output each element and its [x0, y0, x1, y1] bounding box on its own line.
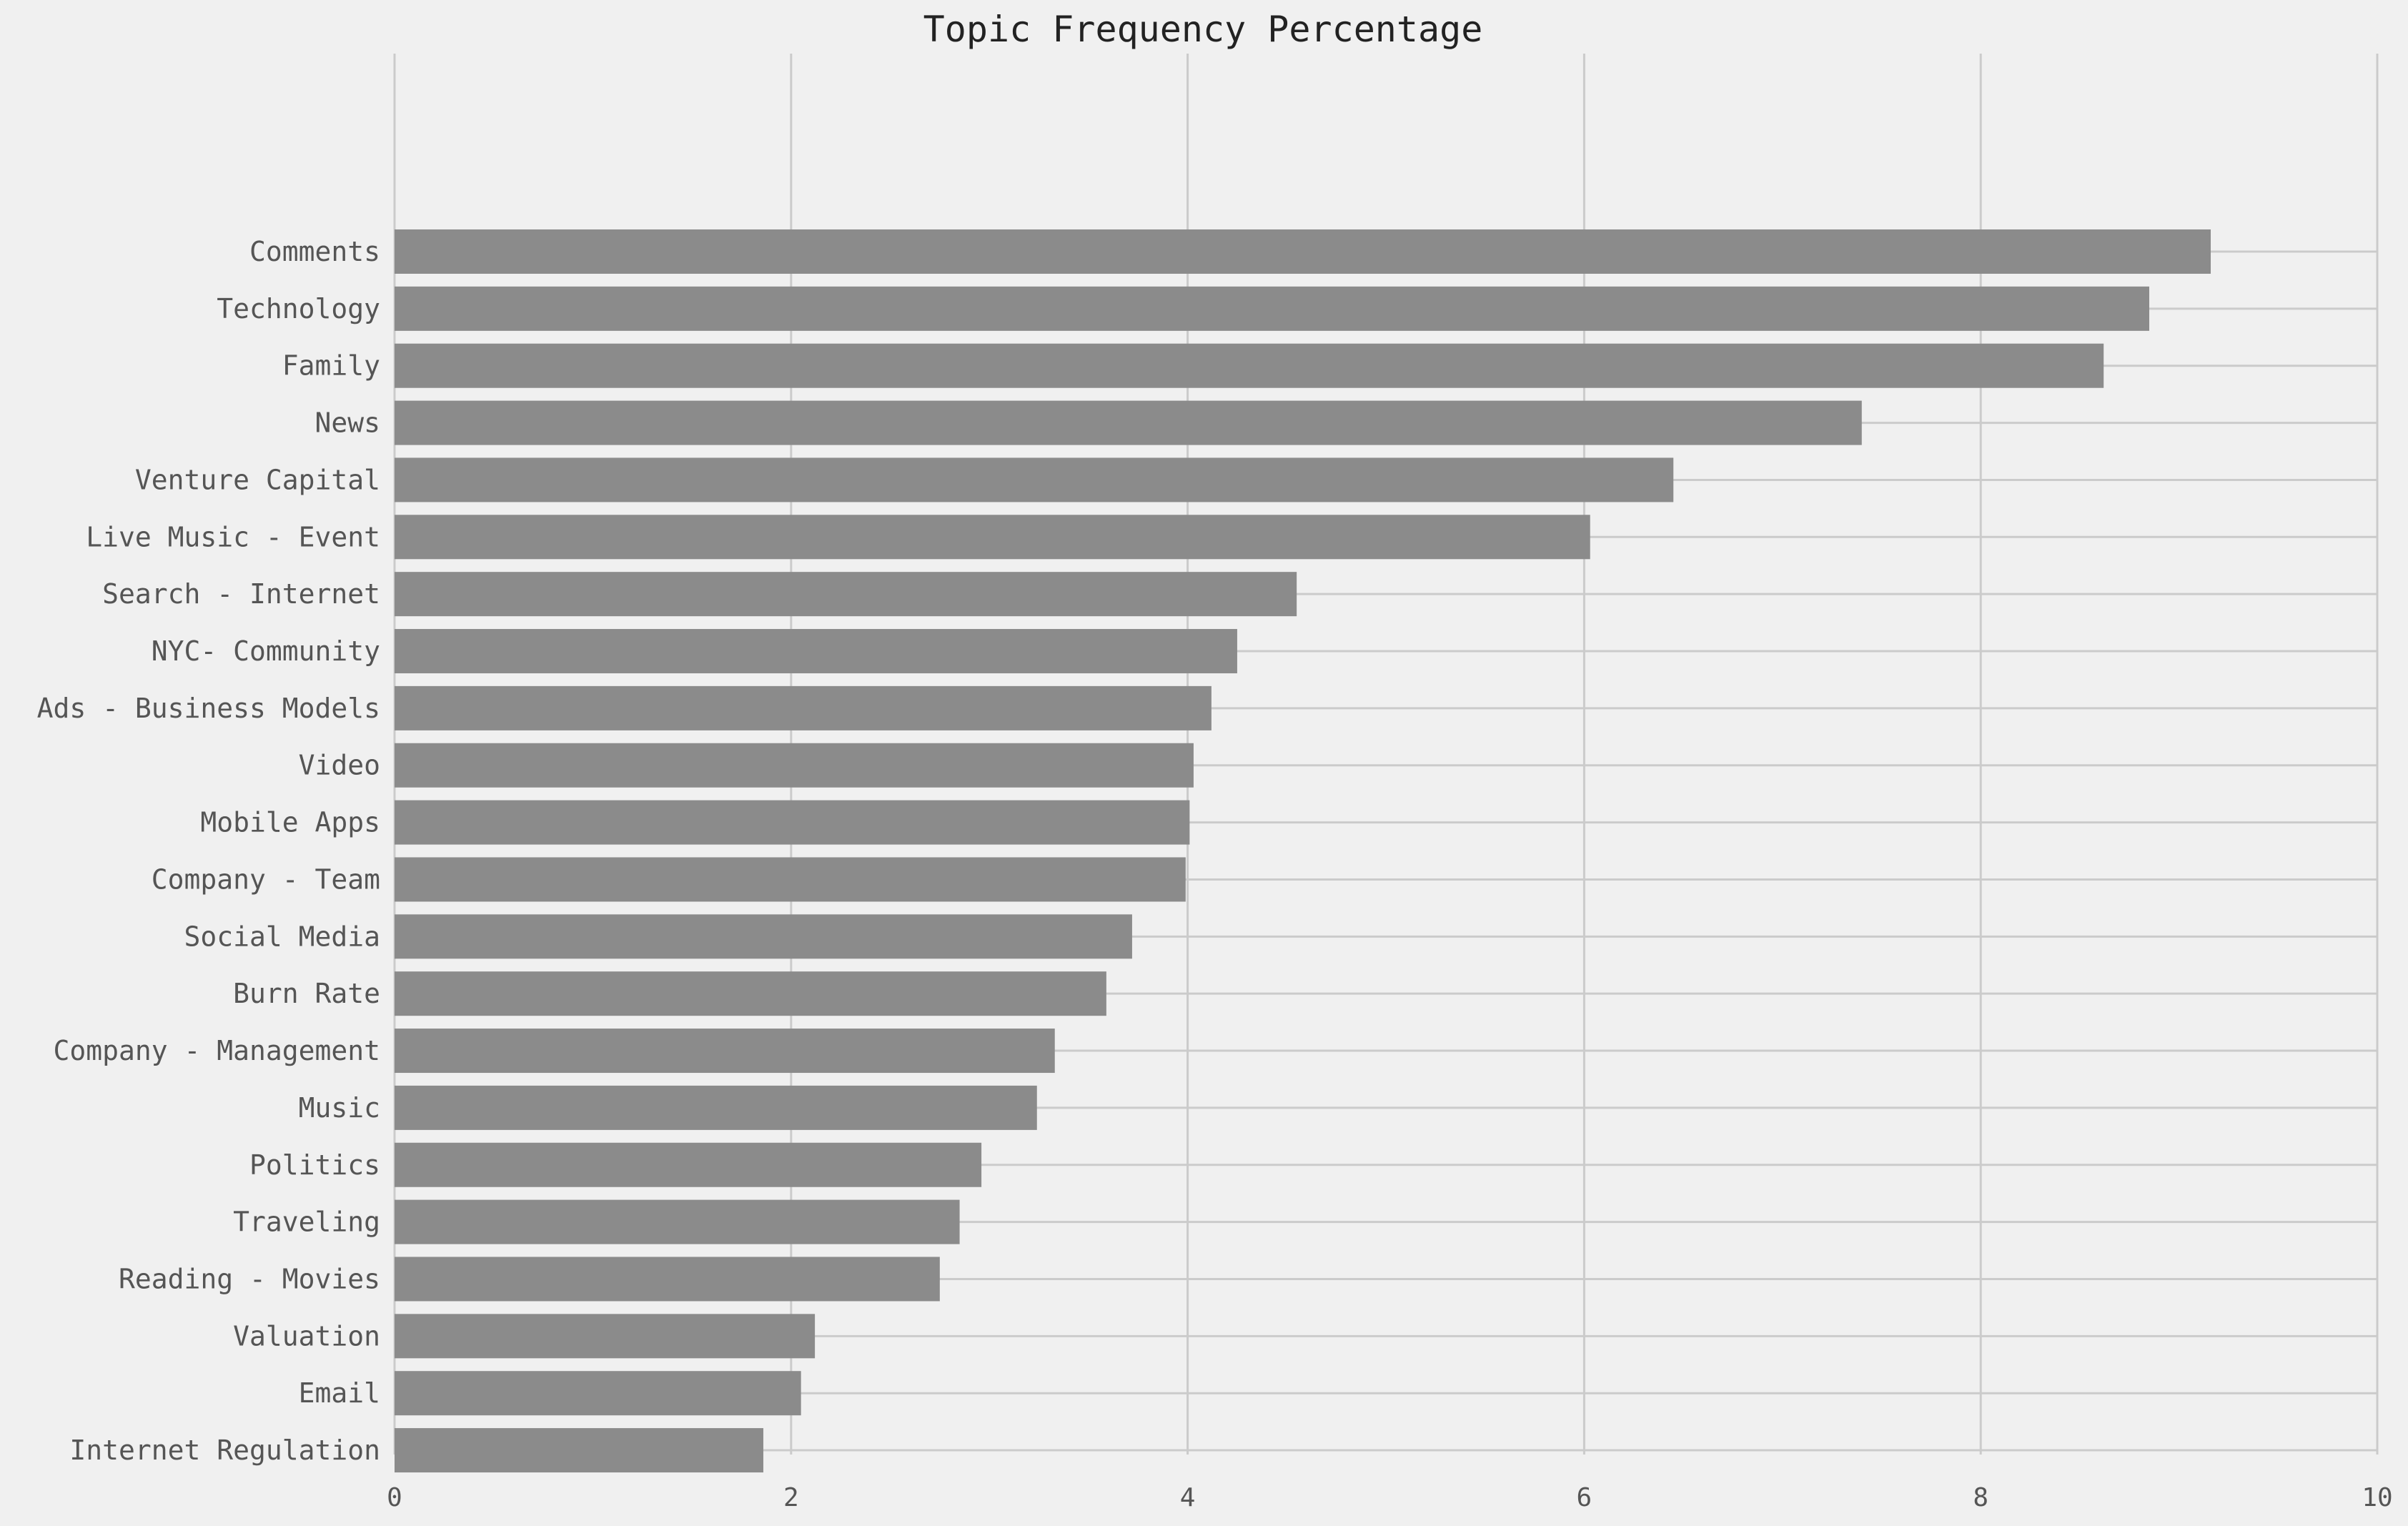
bar	[395, 743, 1194, 788]
category-label: Mobile Apps	[200, 807, 380, 838]
category-label: Live Music - Event	[86, 521, 380, 553]
bar	[395, 400, 1862, 445]
bar	[395, 629, 1237, 674]
category-label: Burn Rate	[233, 978, 380, 1009]
category-label: News	[314, 407, 380, 439]
category-label: Venture Capital	[135, 464, 380, 495]
chart-title: Topic Frequency Percentage	[923, 9, 1483, 50]
bar	[395, 1257, 940, 1302]
bar	[395, 1371, 801, 1416]
category-label: NYC- Community	[152, 635, 380, 667]
bars	[395, 229, 2211, 1473]
bar	[395, 286, 2149, 331]
bar	[395, 229, 2211, 274]
category-label: Music	[299, 1092, 380, 1124]
category-label: Company - Team	[152, 863, 380, 895]
bar	[395, 1199, 960, 1244]
bar	[395, 857, 1186, 902]
category-label: Search - Internet	[102, 578, 380, 610]
category-label: Internet Regulation	[69, 1435, 380, 1466]
x-tick-label: 10	[2362, 1483, 2392, 1512]
bar	[395, 457, 1674, 502]
bar	[395, 1314, 816, 1359]
x-tick-label: 0	[387, 1483, 402, 1512]
category-label: Video	[299, 750, 380, 781]
category-label: Family	[282, 350, 380, 382]
bar	[395, 1428, 763, 1473]
category-label: Traveling	[233, 1207, 380, 1238]
category-label: Email	[299, 1377, 380, 1409]
bar	[395, 515, 1590, 560]
bar	[395, 685, 1212, 730]
x-tick-label: 8	[1973, 1483, 1988, 1512]
x-tick-label: 6	[1577, 1483, 1592, 1512]
category-label: Reading - Movies	[119, 1263, 380, 1294]
bar	[395, 572, 1297, 617]
category-label: Social Media	[184, 921, 380, 952]
bar	[395, 1142, 982, 1187]
bar	[395, 800, 1190, 845]
bar	[395, 971, 1106, 1016]
category-label: Ads - Business Models	[37, 693, 380, 724]
category-label: Company - Management	[53, 1035, 380, 1066]
bar	[395, 1085, 1037, 1130]
category-label: Technology	[217, 293, 380, 324]
category-label: Valuation	[233, 1320, 380, 1352]
category-label: Comments	[249, 236, 380, 267]
bar	[395, 343, 2104, 388]
x-tick-label: 4	[1180, 1483, 1196, 1512]
bar	[395, 914, 1132, 959]
y-axis-labels: Comments Technology Family News Venture Capi…	[37, 236, 380, 1466]
category-label: Politics	[249, 1149, 380, 1181]
x-axis-tick-labels: 0 2 4 6 8 10	[387, 1483, 2393, 1512]
x-tick-label: 2	[783, 1483, 799, 1512]
bar	[395, 1029, 1055, 1074]
